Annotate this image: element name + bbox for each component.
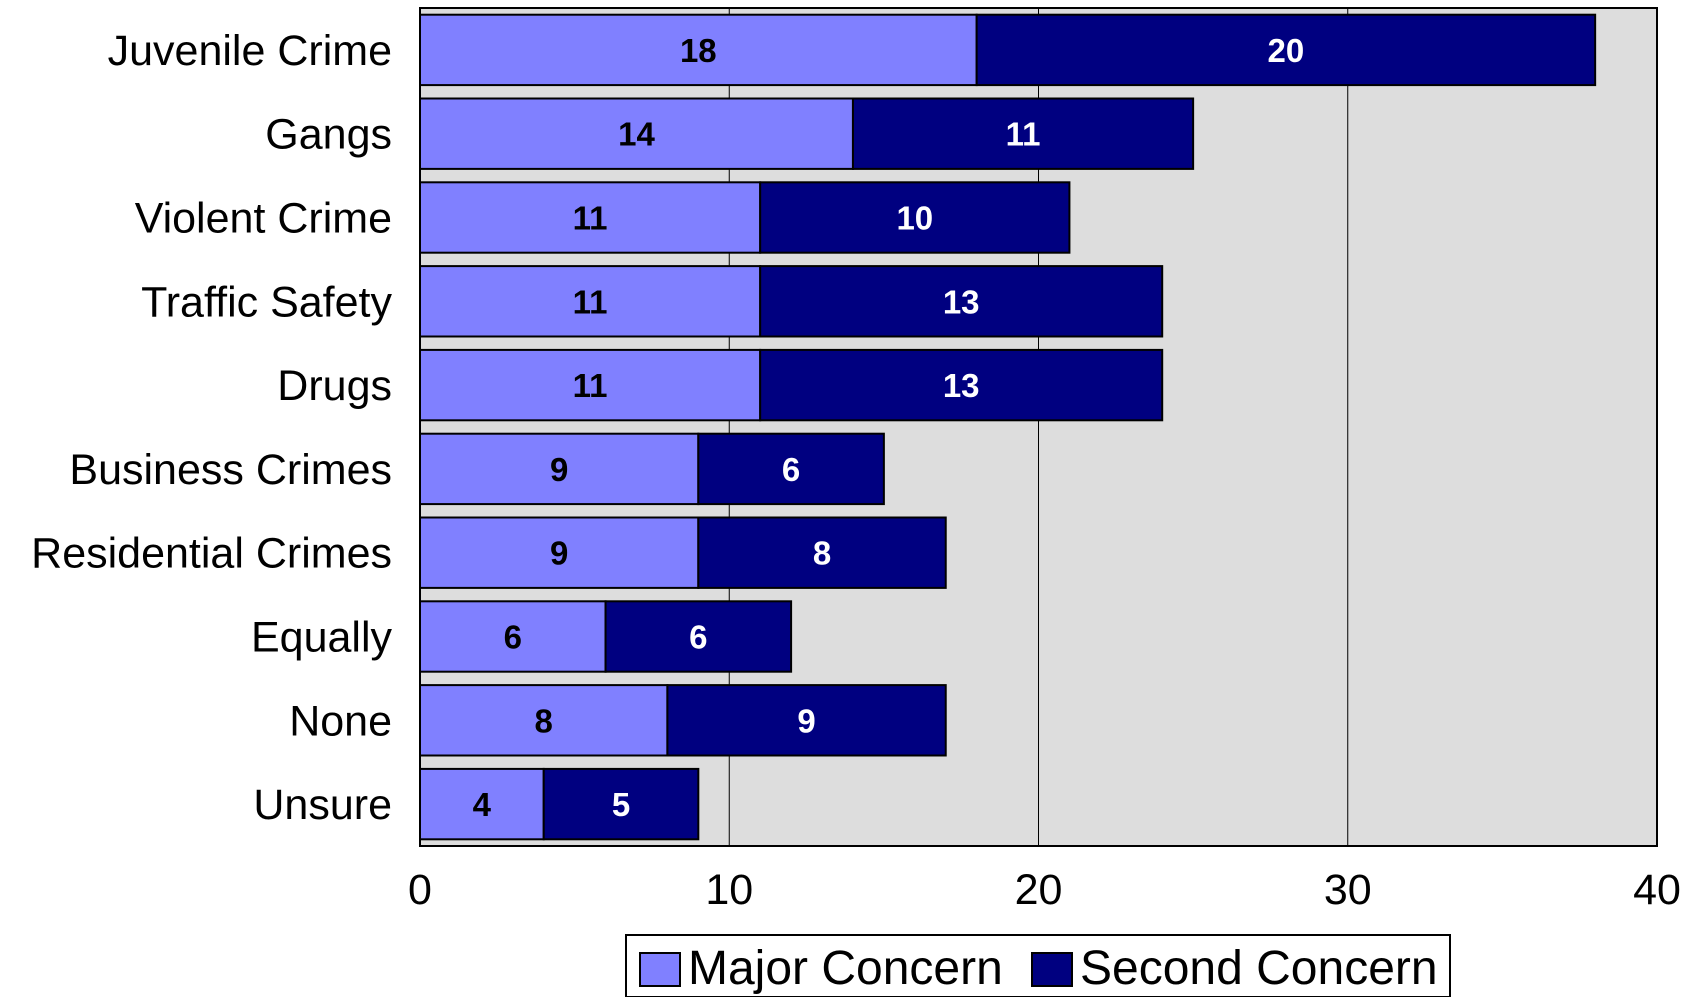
bar-unsure-major-concern: [419, 767, 545, 841]
data-label-drugs-major-concern: 11: [573, 367, 608, 404]
data-label-business-crimes-second-concern: 6: [782, 451, 800, 488]
data-label-traffic-safety-major-concern: 11: [573, 283, 608, 320]
bar-unsure-second-concern: [542, 767, 700, 841]
data-label-traffic-safety-second-concern: 13: [943, 283, 980, 320]
x-tick-labels: 0 10 20 30 40: [408, 866, 1681, 914]
bar-none-major-concern: [419, 684, 669, 757]
legend-swatch-second-concern: [1031, 952, 1073, 987]
data-label-drugs-second-concern: 13: [943, 367, 980, 404]
bar-juvenile-crime-major-concern: [419, 13, 978, 87]
legend-label-major-concern: Major Concern: [688, 942, 1003, 995]
data-label-unsure-second-concern: 5: [612, 786, 630, 823]
bar-business-crimes-second-concern: [697, 432, 885, 506]
data-label-gangs-second-concern: 11: [1006, 116, 1041, 153]
data-label-unsure-major-concern: 4: [473, 786, 492, 823]
bar-business-crimes-major-concern: [419, 432, 700, 506]
plot-frame: [419, 7, 1658, 847]
data-label-equally-second-concern: 6: [689, 619, 707, 656]
legend: Major Concern Second Concern: [625, 934, 1451, 997]
category-label-gangs: Gangs: [265, 111, 392, 159]
bar-residential-crimes-second-concern: [697, 516, 947, 589]
category-label-residential-crimes: Residential Crimes: [31, 530, 392, 578]
data-label-juvenile-crime-major-concern: 18: [680, 32, 717, 69]
data-label-none-second-concern: 9: [797, 702, 815, 739]
category-label-drugs: Drugs: [277, 362, 392, 410]
data-label-residential-crimes-major-concern: 9: [550, 535, 568, 572]
x-tick-label: 30: [1324, 866, 1372, 914]
bars: 18 20 14 11 11 10 11 13 11 13 9 6 9 8 6 6 8 9 4 5: [419, 13, 1597, 841]
data-label-gangs-major-concern: 14: [618, 116, 655, 153]
bar-drugs-second-concern: [759, 348, 1164, 422]
category-label-equally: Equally: [251, 614, 393, 662]
data-label-none-major-concern: 8: [535, 702, 553, 739]
bar-gangs-major-concern: [419, 97, 854, 170]
x-tick-label: 40: [1633, 866, 1681, 914]
data-label-business-crimes-major-concern: 9: [550, 451, 568, 488]
legend-swatch-major-concern: [639, 952, 681, 987]
x-tick-label: 10: [705, 866, 753, 914]
legend-label-second-concern: Second Concern: [1080, 942, 1438, 995]
category-label-none: None: [289, 697, 392, 745]
bar-traffic-safety-major-concern: [419, 265, 762, 338]
bar-traffic-safety-second-concern: [759, 265, 1164, 338]
data-label-residential-crimes-second-concern: 8: [813, 535, 831, 572]
bar-equally-second-concern: [604, 600, 793, 673]
x-tick-label: 0: [408, 866, 432, 914]
category-label-violent-crime: Violent Crime: [135, 195, 392, 243]
bar-violent-crime-second-concern: [759, 181, 1071, 254]
category-label-juvenile-crime: Juvenile Crime: [108, 27, 392, 75]
data-label-equally-major-concern: 6: [504, 619, 522, 656]
data-label-violent-crime-major-concern: 11: [573, 200, 608, 237]
bar-none-second-concern: [666, 684, 947, 757]
bar-juvenile-crime-second-concern: [975, 13, 1597, 87]
category-labels: Juvenile Crime Gangs Violent Crime Traffic …: [31, 27, 392, 829]
category-label-unsure: Unsure: [253, 781, 392, 829]
bar-gangs-second-concern: [851, 97, 1195, 170]
data-label-violent-crime-second-concern: 10: [896, 200, 933, 237]
x-tick-label: 20: [1015, 866, 1063, 914]
category-label-business-crimes: Business Crimes: [69, 446, 392, 494]
data-label-juvenile-crime-second-concern: 20: [1268, 32, 1305, 69]
bar-equally-major-concern: [419, 600, 607, 673]
category-label-traffic-safety: Traffic Safety: [141, 278, 392, 326]
